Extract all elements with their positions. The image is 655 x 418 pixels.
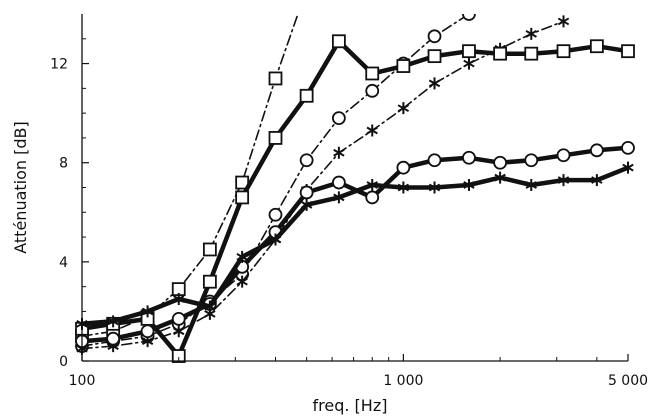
series-1-point [556,44,571,59]
series-3-point [428,181,441,194]
series-6-point [525,27,537,40]
series-3-point [591,174,603,187]
x-tick-label: 5 000 [608,373,648,389]
series-3-point [397,181,410,194]
series-1-point [331,34,346,49]
series-1-point [202,274,217,289]
y-tick-label: 8 [59,156,68,172]
series-1-line [79,39,631,359]
series-6-point [173,325,185,338]
series-3 [76,161,634,330]
series-3-point [107,315,119,328]
y-tick-label: 4 [59,255,68,271]
x-tick-label: 100 [69,373,96,389]
x-tick-label: 1 000 [383,373,423,389]
series-3-point [333,191,345,204]
series-1-point [171,349,186,363]
series-2-point [589,143,604,158]
series-2-point [493,155,508,170]
series-2-point [331,175,346,190]
series-5-point [365,83,380,98]
series-6-point [557,15,570,28]
series-2-point [556,148,571,163]
series-3-point [622,161,634,174]
series-1-point [493,46,508,61]
series-5 [75,14,476,354]
series-3-point [141,305,154,318]
series-3-point [300,198,313,211]
series-3-point [557,174,570,187]
series-2-point [365,190,380,205]
series-2-point [524,153,539,168]
series-4-line [81,14,299,337]
series-1-point [589,39,604,54]
series-1-point [462,44,476,59]
series-4-point [268,71,283,86]
series-1-point [299,88,314,103]
series-2-point [171,311,186,326]
series-2-point [299,185,314,200]
series-5-point [299,153,314,168]
series-1 [75,34,635,363]
series-2 [75,140,635,349]
series-5-point [268,207,283,222]
series-1-point [396,59,411,73]
series-1-point [621,44,635,59]
series-3-point [366,179,378,192]
plot-area [75,14,635,363]
series-6-point [366,124,378,137]
y-tick-label: 12 [50,57,68,73]
series-1-point [268,131,283,145]
series-2-point [396,160,411,175]
series-6-point [397,102,410,115]
series-3-line [79,165,631,327]
series-3-point [236,250,248,263]
series-2-point [462,150,476,165]
series-3-point [204,300,216,313]
x-axis-title: freq. [Hz] [313,396,388,415]
series-3-point [525,179,537,192]
series-2-line [79,145,631,344]
series-2-point [621,140,635,155]
series-5-point [462,14,476,21]
series-4-point [202,242,217,257]
series-2-point [140,324,155,339]
series-6-point [333,146,345,159]
series-3-point [463,179,475,192]
series-3-point [173,293,185,306]
series-3-point [269,233,282,246]
series-1-point [235,190,250,205]
series-1-point [365,66,380,81]
y-tick-label: 0 [59,354,68,370]
series-6-point [428,77,441,90]
series-1-point [427,49,442,64]
series-6-point [463,57,475,70]
series-2-point [427,153,442,168]
series-3-point [494,171,506,184]
series-5-point [331,111,346,125]
series-6-point [236,275,248,288]
series-4 [75,14,299,344]
y-axis-title: Atténuation [dB] [11,121,30,254]
series-2-point [106,331,121,346]
series-5-point [427,29,442,44]
series-1-point [524,46,539,61]
axes: 0 4 8 12 100 1 000 5 000 [50,14,648,389]
